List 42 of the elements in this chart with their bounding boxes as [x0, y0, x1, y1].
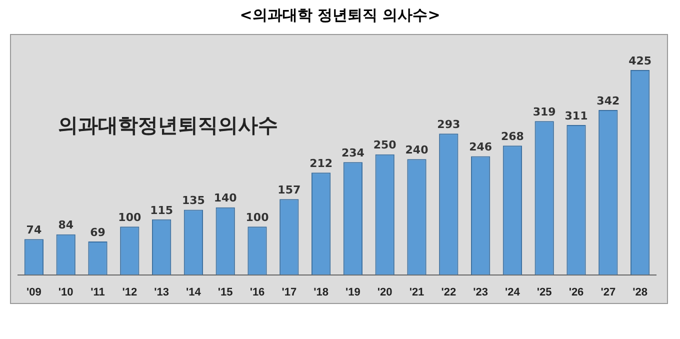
x-tick-label: '19	[346, 286, 360, 298]
data-label: 140	[214, 192, 238, 205]
x-tick-label: '10	[58, 286, 74, 298]
data-label: 84	[58, 218, 74, 232]
data-label: 342	[596, 94, 620, 108]
data-label: 115	[150, 204, 174, 217]
text: 의과대학정년퇴직의사수	[58, 112, 278, 139]
x-tick-label: '16	[250, 286, 265, 298]
data-label: 319	[532, 105, 556, 118]
data-label: 157	[278, 184, 301, 197]
data-label: 268	[500, 130, 524, 144]
x-tick-label: '13	[154, 286, 169, 298]
x-tick-label: '23	[473, 286, 488, 298]
x-tick-label: '09	[26, 286, 42, 298]
x-tick-label: '20	[377, 286, 392, 298]
data-label: 240	[405, 144, 429, 157]
data-label: 250	[373, 138, 397, 152]
data-label: 293	[437, 118, 460, 131]
data-label: 246	[469, 140, 492, 154]
x-tick-label: '12	[122, 286, 138, 298]
data-label: 100	[246, 210, 270, 224]
x-tick-label: '24	[505, 286, 521, 298]
x-tick-label: '18	[314, 286, 328, 298]
x-tick-label: '17	[282, 286, 297, 298]
x-tick-label: '26	[568, 286, 584, 298]
data-label: 135	[182, 194, 205, 208]
chart-title: <의과대학 정년퇴직 의사수>	[238, 6, 442, 25]
data-label: 69	[90, 226, 106, 239]
data-label: 74	[26, 224, 42, 237]
x-tick-label: '11	[90, 286, 105, 298]
x-tick-label: '14	[186, 286, 202, 298]
x-tick-label: '28	[632, 286, 648, 298]
data-label: 100	[118, 210, 142, 224]
data-label: 311	[564, 109, 588, 122]
x-tick-label: '21	[409, 286, 424, 298]
data-label: 212	[310, 157, 333, 170]
x-tick-label: '15	[218, 286, 233, 298]
x-tick-label: '25	[536, 286, 552, 298]
data-label: 234	[341, 146, 365, 160]
data-label: 425	[628, 54, 652, 68]
x-tick-label: '22	[441, 286, 456, 298]
x-tick-label: '27	[600, 286, 616, 298]
